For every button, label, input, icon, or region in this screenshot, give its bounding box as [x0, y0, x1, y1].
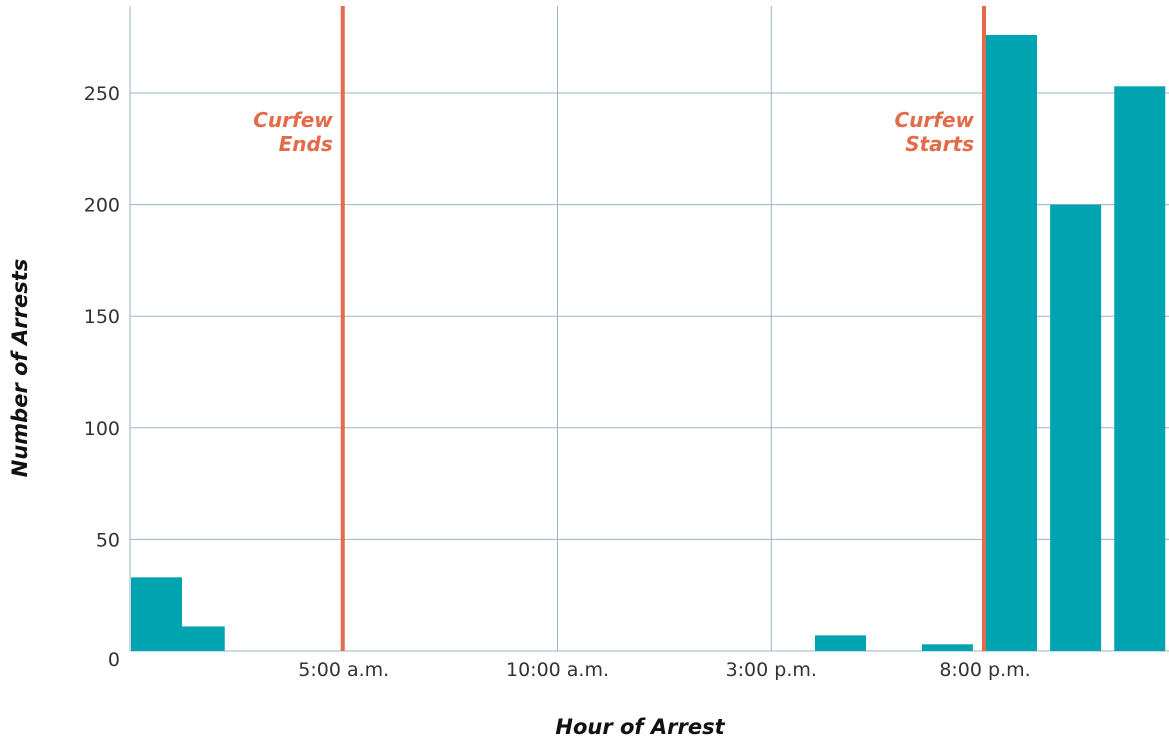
y-tick-label: 100 [84, 418, 120, 440]
bar [815, 635, 866, 651]
curfew-label: Ends [279, 132, 333, 156]
bar [986, 34, 1037, 651]
y-tick-label: 50 [96, 529, 120, 551]
bars [131, 34, 1166, 651]
x-axis-title: Hour of Arrest [555, 715, 725, 739]
x-tick-label: 5:00 a.m. [298, 659, 389, 681]
curfew-label: Starts [905, 132, 974, 156]
bar [131, 577, 182, 651]
tick-labels: 0 50 100 150 200 250 5:00 a.m. 10:00 a.m. 3:00 p… [84, 83, 1031, 681]
bar [1114, 86, 1166, 651]
curfew-label: Curfew [253, 108, 333, 132]
bar [1050, 204, 1102, 651]
y-tick-label: 150 [84, 306, 120, 328]
curfew-label: Curfew [894, 108, 974, 132]
bar [921, 644, 973, 651]
bar [173, 626, 225, 651]
y-tick-label: 200 [84, 195, 120, 217]
x-tick-label: 3:00 p.m. [726, 659, 817, 681]
y-tick-label: 0 [108, 649, 120, 671]
curfew-line [340, 6, 345, 651]
y-axis-title: Number of Arrests [8, 259, 32, 477]
y-tick-label: 250 [84, 83, 120, 105]
curfew-line [982, 6, 986, 651]
x-tick-label: 8:00 p.m. [939, 659, 1030, 681]
x-tick-label: 10:00 a.m. [506, 659, 609, 681]
